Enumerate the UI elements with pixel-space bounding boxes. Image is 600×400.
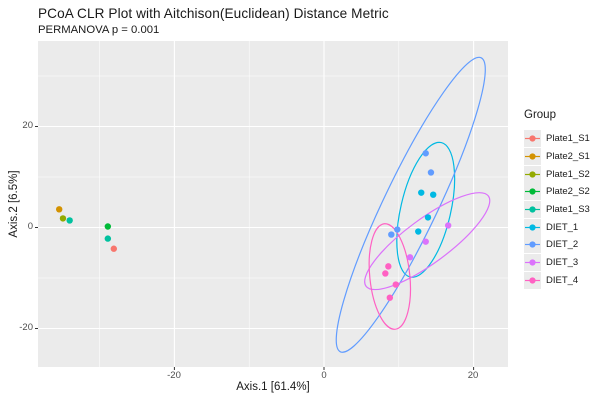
legend-key-swatch [524,165,541,183]
data-point-diet_2 [422,150,429,157]
scatter-plot-canvas [35,41,508,370]
legend-item-plate2_s2: Plate2_S2 [524,183,590,201]
data-point-diet_1 [430,191,437,198]
legend-point-glyph [529,206,536,213]
x-axis-title: Axis.1 [61.4%] [236,381,310,393]
legend-item-label: Plate1_S2 [546,168,590,180]
legend-item-diet_1: DIET_1 [524,218,590,236]
data-point-plate2_s2 [104,223,112,230]
legend-point-glyph [529,135,536,142]
confidence-ellipse-diet_2 [335,56,486,353]
data-point-diet_4 [386,294,394,301]
data-point-plate1_s1 [110,245,118,252]
data-point-diet_4 [382,270,389,277]
legend-key-swatch [524,271,541,289]
legend-item-diet_4: DIET_4 [524,271,590,290]
data-point-plate1_s2 [59,215,67,222]
plot-panel [35,41,508,370]
data-point-diet_1 [415,228,422,235]
data-point-diet_3 [444,222,452,229]
y-tick-0: 0 [27,220,33,232]
legend-key-glyph [525,224,540,231]
legend-point-glyph [529,241,536,249]
legend-key-glyph [525,259,540,266]
data-point-diet_1 [424,214,432,221]
legend-point-glyph [529,224,536,231]
legend-key-swatch [524,218,541,236]
legend-key-swatch [524,183,541,201]
legend-item-label: DIET_2 [546,239,579,251]
plot-subtitle: PERMANOVA p = 0.001 [38,24,160,36]
legend-item-label: Plate1_S3 [546,204,590,216]
legend-key-glyph [525,188,540,196]
plot-title: PCoA CLR Plot with Aitchison(Euclidean) … [38,6,389,21]
legend-key-swatch [524,254,541,272]
legend-items: Plate1_S1 Plate2_S1 Plate1_S2 Plate2_S2 … [524,130,590,289]
legend-point-glyph [529,259,536,266]
legend-key-swatch [524,236,541,254]
legend-item-plate2_s1: Plate2_S1 [524,148,590,166]
x-tick-neg20: -20 [167,370,181,381]
legend-item-plate1_s2: Plate1_S2 [524,165,590,183]
legend-key-swatch [524,148,541,166]
data-point-diet_4 [392,281,400,288]
data-point-plate1_s3 [104,235,112,242]
x-tick-20: 20 [467,370,479,381]
data-point-plate1_s3 [66,217,73,224]
legend-key-glyph [525,135,540,142]
legend-point-glyph [529,153,536,160]
legend-point-glyph [529,188,536,196]
legend-key-swatch [524,130,541,148]
legend-point-glyph [529,277,536,284]
legend-item-plate1_s3: Plate1_S3 [524,201,590,219]
legend-key-glyph [525,153,540,160]
legend-item-label: Plate2_S2 [546,186,590,198]
legend-title: Group [524,109,556,121]
data-point-diet_1 [418,189,425,196]
data-point-diet_2 [388,231,395,238]
legend-key-glyph [525,277,540,284]
data-point-diet_3 [406,254,414,261]
legend-item-diet_2: DIET_2 [524,236,590,254]
legend-item-label: Plate1_S1 [546,133,590,145]
legend-item-diet_3: DIET_3 [524,254,590,272]
data-point-diet_3 [422,238,429,245]
confidence-ellipse-diet_4 [368,223,412,330]
legend-item-plate1_s1: Plate1_S1 [524,130,590,148]
legend-key-glyph [525,241,540,249]
legend-key-glyph [525,171,540,178]
legend-item-label: DIET_1 [546,221,579,233]
x-tick-0: 0 [321,370,327,381]
legend-item-label: DIET_3 [546,257,579,269]
y-axis-title: Axis.2 [6.5%] [8,170,20,238]
confidence-ellipse-diet_3 [364,192,491,291]
confidence-ellipse-diet_1 [396,141,456,278]
data-point-diet_4 [385,263,392,270]
legend-item-label: Plate2_S1 [546,151,590,163]
legend: Group Plate1_S1 Plate2_S1 Plate1_S2 Plat… [524,109,590,289]
y-tick-neg20: -20 [19,321,33,333]
data-point-diet_2 [394,226,401,233]
legend-item-label: DIET_4 [546,274,579,286]
legend-key-swatch [524,201,541,219]
legend-point-glyph [529,171,536,178]
y-tick-20: 20 [22,119,33,131]
data-point-diet_2 [427,169,435,176]
data-point-plate2_s1 [56,206,63,213]
legend-key-glyph [525,206,540,213]
